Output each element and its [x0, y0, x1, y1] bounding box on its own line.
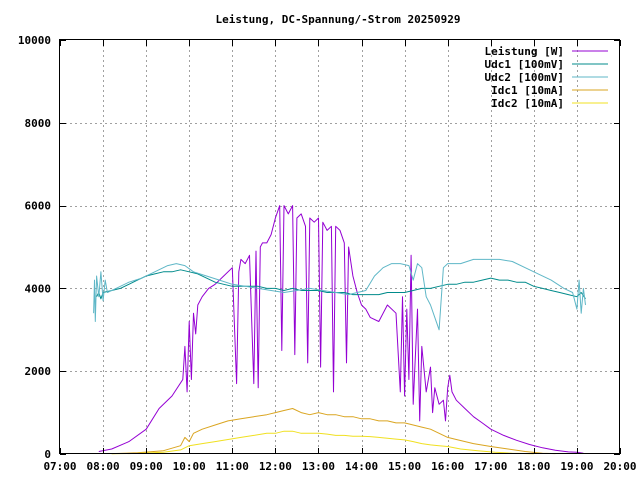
data-series: [93, 205, 586, 455]
x-tick-label: 10:00: [173, 460, 206, 473]
x-tick-label: 20:00: [603, 460, 636, 473]
x-tick-label: 09:00: [130, 460, 163, 473]
series-line-1: [98, 205, 584, 454]
x-tick-label: 16:00: [431, 460, 464, 473]
chart-title: Leistung, DC-Spannung/-Strom 20250929: [215, 13, 460, 26]
legend-label: Idc1 [10mA]: [491, 84, 564, 97]
x-tick-label: 14:00: [345, 460, 378, 473]
series-line-2: [96, 269, 586, 300]
y-tick-label: 10000: [18, 34, 51, 47]
y-tick-label: 0: [44, 448, 51, 461]
y-tick-label: 6000: [25, 200, 52, 213]
x-tick-label: 15:00: [388, 460, 421, 473]
legend: Leistung [W]Udc1 [100mV]Udc2 [100mV]Idc1…: [485, 45, 608, 110]
series-line-3: [93, 258, 586, 331]
y-tick-label: 4000: [25, 282, 52, 295]
x-tick-label: 19:00: [560, 460, 593, 473]
x-tick-label: 17:00: [474, 460, 507, 473]
y-tick-label: 8000: [25, 117, 52, 130]
legend-label: Udc1 [100mV]: [485, 58, 564, 71]
x-tick-label: 08:00: [87, 460, 120, 473]
x-tick-label: 11:00: [216, 460, 249, 473]
y-tick-label: 2000: [25, 365, 52, 378]
axis-ticks: 07:00 08:00 09:00 10:00 11:00 12:00 13:00 14:00…: [18, 34, 637, 473]
legend-label: Idc2 [10mA]: [491, 97, 564, 110]
series-line-4: [111, 408, 556, 455]
x-tick-label: 12:00: [259, 460, 292, 473]
legend-label: Leistung [W]: [485, 45, 564, 58]
series-line-5: [111, 430, 534, 455]
x-tick-label: 07:00: [43, 460, 76, 473]
legend-label: Udc2 [100mV]: [485, 71, 564, 84]
gridlines: [60, 40, 620, 454]
plot-frame: [59, 39, 620, 454]
x-tick-label: 18:00: [517, 460, 550, 473]
x-tick-label: 13:00: [302, 460, 335, 473]
